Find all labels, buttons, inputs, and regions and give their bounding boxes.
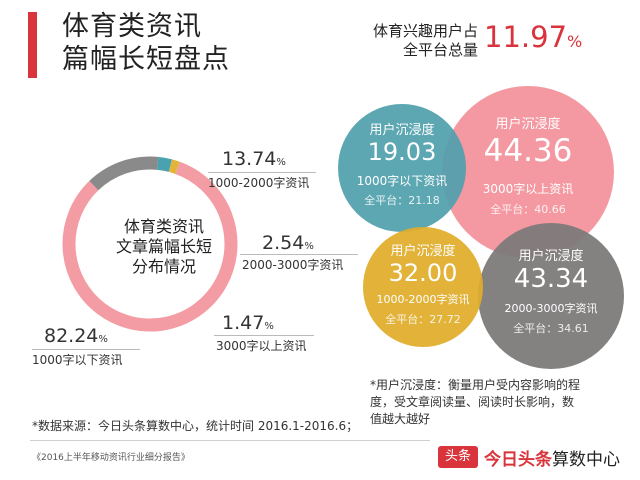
note-line3: 值越大越好 — [370, 412, 431, 426]
annotation-divider — [208, 172, 316, 173]
annotation-pct: 1.47% — [222, 312, 274, 334]
page-title-line2: 篇幅长短盘点 — [62, 44, 230, 75]
annotation-under-1000: 82.24% — [44, 325, 108, 347]
bubble-platform: 全平台：27.72 — [385, 313, 461, 326]
annotation-pct: 82.24% — [44, 325, 108, 347]
bubble-3000-plus-text: 用户沉浸度 44.36 3000字以上资讯 全平台：40.66 — [470, 113, 586, 217]
share-label-line1: 体育兴趣用户占 — [372, 22, 478, 40]
note-line1: *用户沉浸度：衡量用户受内容影响的程 — [370, 378, 581, 392]
bubble-value: 32.00 — [388, 259, 458, 287]
bubble-1000-2000 — [363, 227, 483, 347]
bubble-label: 用户沉浸度 — [390, 244, 456, 259]
bubble-under-1000 — [338, 104, 466, 232]
title-accent-bar — [28, 12, 37, 78]
bubble-label: 用户沉浸度 — [495, 117, 561, 132]
bubble-platform: 全平台：40.66 — [490, 203, 566, 216]
bubble-category: 3000字以上资讯 — [482, 182, 574, 196]
share-value-unit: % — [567, 32, 583, 51]
bubble-value: 44.36 — [483, 133, 573, 169]
annotation-3000-plus: 1.47% — [222, 312, 274, 334]
bubble-under-1000-text: 用户沉浸度 19.03 1000字以下资讯 全平台：21.18 — [338, 119, 466, 208]
report-name: 《2016上半年移动资讯行业细分报告》 — [32, 453, 190, 463]
annotation-divider — [214, 335, 314, 336]
annotation-pct: 13.74% — [222, 148, 286, 170]
bubble-category: 2000-3000字资讯 — [504, 302, 598, 315]
annotation-pct-value: 82.24 — [44, 325, 99, 347]
annotation-pct-unit: % — [276, 157, 286, 168]
page-title-line1: 体育类资讯 — [62, 11, 202, 42]
bubble-platform: 全平台：21.18 — [364, 194, 440, 207]
bubble-label: 用户沉浸度 — [369, 123, 435, 138]
annotation-divider — [240, 254, 358, 255]
annotation-pct-unit: % — [264, 321, 274, 332]
annotation-pct-unit: % — [304, 241, 314, 252]
footer-divider — [30, 440, 430, 441]
logo-brand: 今日头条 — [484, 450, 552, 470]
data-source: *数据来源：今日头条算数中心，统计时间 2016.1-2016.6； — [32, 419, 359, 433]
toutiao-logo-text: 今日头条算数中心 — [484, 445, 620, 470]
donut-segments — [62, 156, 238, 332]
share-value: 11.97% — [484, 20, 582, 54]
annotation-divider — [32, 349, 140, 350]
bubble-2000-3000-text: 用户沉浸度 43.34 2000-3000字资讯 全平台：34.61 — [487, 245, 615, 336]
annotation-category: 1000-2000字资讯 — [208, 176, 310, 190]
logo-suffix: 算数中心 — [552, 450, 620, 470]
annotation-category: 2000-3000字资讯 — [242, 258, 344, 272]
donut-center-line1: 体育类资讯 — [123, 217, 204, 236]
annotation-pct-value: 2.54 — [262, 232, 305, 254]
donut-center-line2: 文章篇幅长短 — [115, 237, 212, 256]
annotation-2000-3000: 2.54% — [262, 232, 314, 254]
note-line2: 度，受文章阅读量、阅读时长影响，数 — [370, 395, 575, 409]
bubble-2000-3000 — [478, 223, 624, 369]
bubble-value: 19.03 — [367, 138, 437, 166]
donut-center-line3: 分布情况 — [131, 257, 196, 276]
donut-segment-1000-2000 — [89, 156, 159, 191]
annotation-1000-2000: 13.74% — [222, 148, 286, 170]
toutiao-logo-badge: 头条 — [438, 446, 478, 468]
share-label-line2: 全平台总量 — [402, 41, 478, 59]
annotation-category: 1000字以下资讯 — [32, 353, 123, 367]
donut-segment-2000-3000 — [156, 156, 173, 172]
annotation-pct-value: 13.74 — [222, 148, 277, 170]
annotation-pct: 2.54% — [262, 232, 314, 254]
donut-center-label: 体育类资讯 文章篇幅长短 分布情况 — [94, 217, 234, 277]
donut-segment-3000-plus — [168, 159, 180, 174]
bubble-label: 用户沉浸度 — [518, 249, 584, 264]
immersion-note: *用户沉浸度：衡量用户受内容影响的程 度，受文章阅读量、阅读时长影响，数 值越大… — [370, 377, 632, 428]
bubble-category: 1000字以下资讯 — [356, 174, 448, 188]
share-label: 体育兴趣用户占 全平台总量 — [352, 22, 478, 60]
annotation-category: 3000字以上资讯 — [216, 339, 307, 353]
bubble-platform: 全平台：34.61 — [513, 322, 589, 335]
bubble-3000-plus — [442, 86, 614, 258]
bubble-value: 43.34 — [513, 264, 589, 294]
bubble-1000-2000-text: 用户沉浸度 32.00 1000-2000字资讯 全平台：27.72 — [363, 240, 483, 327]
annotation-pct-value: 1.47 — [222, 312, 265, 334]
page-title: 体育类资讯 篇幅长短盘点 — [62, 10, 230, 76]
annotation-pct-unit: % — [98, 334, 108, 345]
share-value-number: 11.97 — [484, 20, 568, 54]
bubble-category: 1000-2000字资讯 — [376, 293, 470, 306]
donut-segment-under-1000 — [62, 161, 238, 332]
